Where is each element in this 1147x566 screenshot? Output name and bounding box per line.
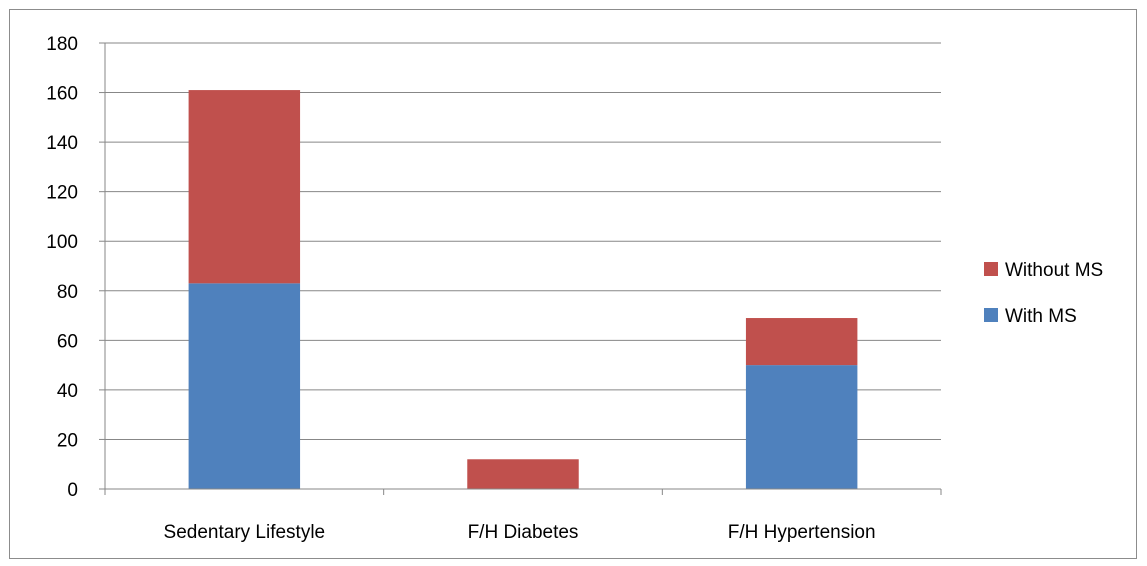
legend-label: With MS xyxy=(1005,306,1077,327)
legend-swatch xyxy=(984,308,998,322)
y-tick-label: 160 xyxy=(46,84,78,105)
y-tick-label: 120 xyxy=(46,183,78,204)
legend-swatch xyxy=(984,262,998,276)
bar-segment xyxy=(745,318,858,366)
x-tick-label: F/H Hypertension xyxy=(728,522,876,543)
x-tick-label: Sedentary Lifestyle xyxy=(164,522,326,543)
axes xyxy=(99,42,942,495)
bars xyxy=(188,90,858,489)
x-tick-label: F/H Diabetes xyxy=(468,522,579,543)
y-tick-label: 180 xyxy=(46,34,78,55)
bar-segment xyxy=(188,90,301,284)
y-tick-label: 140 xyxy=(46,133,78,154)
y-tick-label: 20 xyxy=(57,430,78,451)
y-tick-label: 60 xyxy=(57,331,78,352)
y-tick-label: 40 xyxy=(57,381,78,402)
bar-segment xyxy=(467,459,579,489)
legend-label: Without MS xyxy=(1005,260,1103,281)
x-tick-labels: Sedentary Lifestyle F/H Diabetes F/H Hyper… xyxy=(164,522,876,543)
y-tick-label: 100 xyxy=(46,232,78,253)
legend: Without MS With MS xyxy=(984,260,1103,327)
y-tick-label: 80 xyxy=(57,282,78,303)
y-tick-label: 0 xyxy=(67,480,78,501)
bar-segment xyxy=(745,365,858,489)
bar-segment xyxy=(188,283,301,489)
y-tick-labels: 0 20 40 60 80 100 120 140 160 180 xyxy=(46,34,78,501)
